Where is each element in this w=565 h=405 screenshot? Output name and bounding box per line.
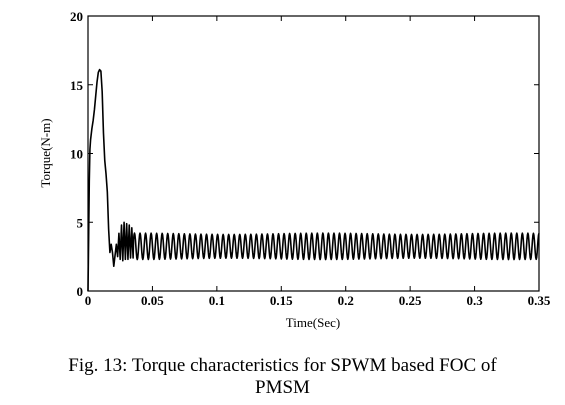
x-axis-label: Time(Sec) <box>286 315 340 330</box>
y-tick-label-0: 0 <box>77 284 84 299</box>
x-tick-label-2: 0.1 <box>209 293 225 308</box>
y-tick-label-4: 20 <box>70 9 83 24</box>
x-tick-label-0: 0 <box>85 293 92 308</box>
x-tick-label-3: 0.15 <box>270 293 293 308</box>
series-line-torque <box>87 68 540 292</box>
x-tick-label-4: 0.2 <box>338 293 354 308</box>
y-tick-label-2: 10 <box>70 147 83 162</box>
y-axis-label: Torque(N-m) <box>38 118 53 187</box>
x-tick-label-1: 0.05 <box>141 293 164 308</box>
y-tick-label-3: 15 <box>70 78 84 93</box>
caption-line-2: PMSM <box>255 377 310 398</box>
x-tick-label-6: 0.3 <box>466 293 483 308</box>
tick-labels: 0 0.05 0.1 0.15 0.2 0.25 0.3 0.35 0 5 10 15 20 <box>70 9 551 308</box>
caption-line-1: Fig. 13: Torque characteristics for SPWM… <box>68 355 497 376</box>
x-tick-label-7: 0.35 <box>528 293 551 308</box>
figure-caption: Fig. 13: Torque characteristics for SPWM… <box>0 355 565 399</box>
x-tick-label-5: 0.25 <box>399 293 422 308</box>
y-tick-label-1: 5 <box>77 215 84 230</box>
